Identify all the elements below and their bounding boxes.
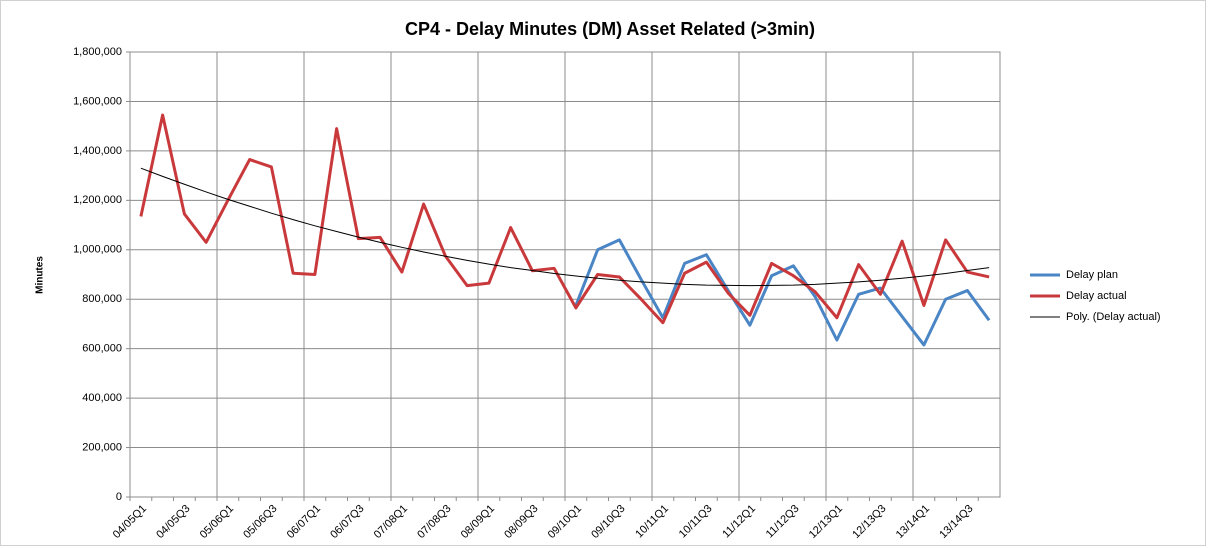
y-tick-label: 1,200,000 (73, 194, 122, 206)
legend-label: Poly. (Delay actual) (1066, 311, 1161, 323)
y-axis-label: Minutes (35, 256, 46, 294)
legend-label: Delay plan (1066, 269, 1118, 281)
y-tick-label: 1,400,000 (73, 145, 122, 157)
series-line (140, 167, 990, 287)
chart-title: CP4 - Delay Minutes (DM) Asset Related (… (405, 19, 815, 39)
y-tick-label: 1,000,000 (73, 244, 122, 256)
y-tick-label: 400,000 (82, 392, 122, 404)
y-tick-label: 1,600,000 (73, 95, 122, 107)
y-tick-label: 1,800,000 (73, 46, 122, 58)
y-tick-label: 200,000 (82, 441, 122, 453)
series-line (139, 113, 990, 325)
legend-label: Delay actual (1066, 290, 1127, 302)
y-tick-label: 800,000 (82, 293, 122, 305)
y-tick-label: 0 (116, 491, 122, 503)
y-tick-label: 600,000 (82, 343, 122, 355)
